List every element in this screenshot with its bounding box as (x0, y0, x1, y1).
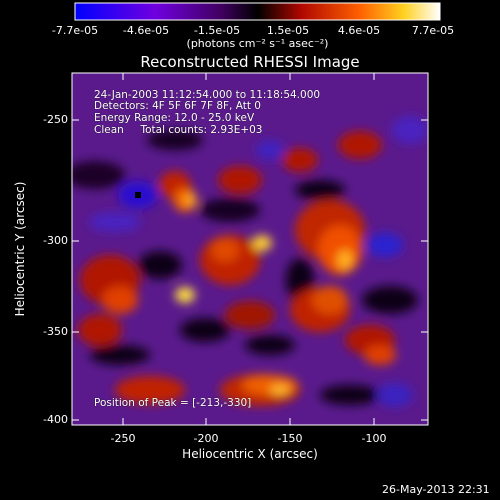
x-tick-label: -150 (277, 432, 303, 445)
peak-position: Position of Peak = [-213,-330] (94, 397, 252, 409)
colorbar-tick-3: -1.5e-05 (193, 24, 241, 37)
footer-date: 26-May-2013 22:31 (382, 483, 490, 496)
colorbar-tick-4: 1.5e-05 (266, 24, 310, 37)
colorbar (74, 2, 441, 21)
x-axis-title: Heliocentric X (arcsec) (182, 447, 318, 461)
x-axis-ticks (122, 73, 375, 425)
info-line-energy: Energy Range: 12.0 - 25.0 keV (94, 112, 255, 124)
info-line-counts: Clean Total counts: 2.93E+03 (94, 124, 263, 136)
colorbar-tick-1: -7.7e-05 (51, 24, 99, 37)
y-tick-label: -350 (43, 325, 68, 338)
y-axis-ticks (72, 119, 428, 421)
x-tick-label: -200 (193, 432, 219, 445)
y-tick-label: -250 (43, 113, 68, 126)
plot-title: Reconstructed RHESSI Image (140, 53, 360, 71)
y-tick-label: -300 (43, 234, 68, 247)
colorbar-gradient (74, 2, 441, 21)
x-tick-label: -100 (361, 432, 387, 445)
colorbar-tick-2: -4.6e-05 (122, 24, 170, 37)
info-line-detectors: Detectors: 4F 5F 6F 7F 8F, Att 0 (94, 100, 261, 112)
min-spot-marker (135, 192, 141, 198)
colorbar-tick-6: 7.7e-05 (411, 24, 455, 37)
x-tick-label: -250 (110, 432, 136, 445)
colorbar-units: (photons cm⁻² s⁻¹ asec⁻²) (186, 37, 329, 50)
y-axis-title: Heliocentric Y (arcsec) (13, 181, 27, 317)
colorbar-tick-5: 4.6e-05 (337, 24, 381, 37)
info-line-time: 24-Jan-2003 11:12:54.000 to 11:18:54.000 (94, 89, 321, 101)
y-tick-label: -400 (43, 413, 68, 426)
plot-frame (71, 72, 429, 426)
